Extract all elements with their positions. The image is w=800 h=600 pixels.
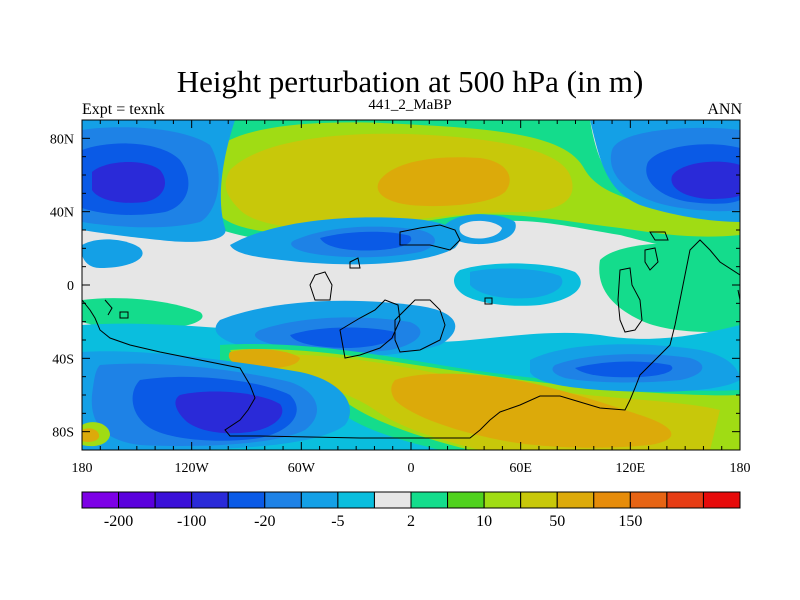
colorbar-box — [410, 491, 449, 509]
colorbar-box — [520, 491, 558, 509]
x-tick-label: 180 — [72, 461, 93, 476]
y-tick-label: 40N — [50, 206, 74, 221]
y-tick-labels: 80N 40N 0 40S 80S — [50, 132, 74, 440]
x-tick-label: 0 — [408, 461, 415, 476]
x-tick-label: 60W — [288, 461, 316, 476]
axis-ticks — [81, 119, 741, 451]
x-tick-label: 180 — [730, 461, 751, 476]
colorbar-box — [483, 491, 522, 509]
colorbar-label: -100 — [177, 513, 206, 530]
y-tick-label: 0 — [67, 279, 74, 294]
colorbar-box — [154, 491, 193, 509]
x-tick-label: 120W — [175, 461, 210, 476]
colorbar-label: 50 — [549, 513, 565, 530]
x-tick-label: 60E — [509, 461, 532, 476]
colorbar-box — [702, 491, 741, 509]
coastlines — [82, 224, 740, 439]
colorbar — [81, 491, 741, 509]
contour-fill — [82, 120, 740, 450]
colorbar-box — [593, 491, 631, 509]
colorbar-label: 10 — [476, 513, 492, 530]
colorbar-box — [337, 491, 375, 509]
colorbar-box — [629, 491, 668, 509]
colorbar-box — [556, 491, 595, 509]
x-tick-labels: 180 120W 60W 0 60E 120E 180 — [72, 461, 751, 476]
season-label: ANN — [707, 101, 742, 118]
y-tick-label: 40S — [52, 352, 74, 367]
colorbar-box — [81, 491, 120, 509]
experiment-label: Expt = texnk — [82, 101, 165, 118]
colorbar-label: -20 — [254, 513, 275, 530]
case-label: 441_2_MaBP — [368, 97, 452, 113]
colorbar-box — [264, 491, 302, 509]
colorbar-box — [373, 491, 412, 509]
colorbar-label: -200 — [104, 513, 133, 530]
colorbar-labels: -200 -100 -20 -5 2 10 50 150 — [104, 513, 642, 530]
colorbar-label: -5 — [331, 513, 344, 530]
x-tick-label: 120E — [616, 461, 646, 476]
colorbar-box — [118, 491, 156, 509]
colorbar-label: 150 — [618, 513, 642, 530]
chart-title: Height perturbation at 500 hPa (in m) — [176, 64, 644, 99]
colorbar-label: 2 — [407, 513, 415, 530]
colorbar-box — [227, 491, 266, 509]
y-tick-label: 80N — [50, 132, 74, 147]
colorbar-box — [447, 491, 485, 509]
colorbar-box — [666, 491, 704, 509]
y-tick-label: 80S — [52, 426, 74, 441]
colorbar-box — [300, 491, 339, 509]
colorbar-box — [191, 491, 229, 509]
